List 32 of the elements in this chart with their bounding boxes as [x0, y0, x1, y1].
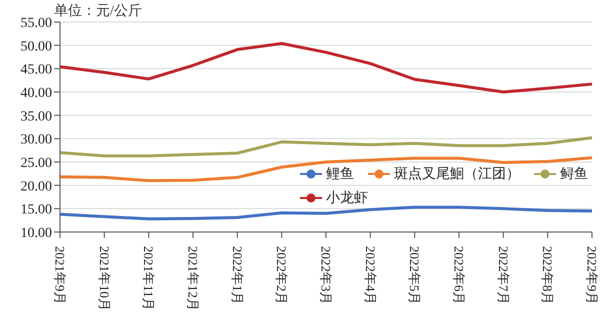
y-tick-label: 30.00 [20, 132, 52, 148]
y-tick-label: 45.00 [20, 62, 52, 78]
legend-label: 鲤鱼 [326, 166, 354, 183]
x-tick-label: 2022年5月 [407, 246, 422, 304]
y-tick-label: 35.00 [20, 109, 52, 124]
y-tick-label: 40.00 [20, 86, 52, 101]
x-tick-label: 2021年9月 [52, 246, 68, 304]
y-tick-label: 50.00 [20, 39, 52, 54]
x-tick-label: 2022年8月 [540, 246, 556, 304]
legend-label: 鲟鱼 [560, 166, 588, 183]
line-series [58, 206, 594, 220]
line-series [58, 136, 594, 158]
x-tick-label: 2021年12月 [185, 246, 200, 311]
x-tick-label: 2022年7月 [496, 246, 511, 304]
legend-label: 小龙虾 [326, 190, 368, 207]
x-tick-label: 2022年4月 [362, 246, 378, 304]
x-tick-label: 2022年6月 [451, 246, 466, 304]
x-tick-label: 2022年3月 [318, 246, 334, 304]
y-axis-title: 单位：元/公斤 [54, 2, 142, 20]
legend-label: 斑点叉尾鮰（江团） [394, 166, 520, 183]
x-tick-label: 2022年1月 [230, 246, 245, 304]
y-tick-label: 25.00 [20, 156, 52, 171]
x-tick-label: 2022年2月 [274, 246, 290, 304]
x-tick-label: 2022年9月 [584, 246, 600, 304]
y-tick-label: 15.00 [20, 202, 52, 218]
x-tick-label: 2021年11月 [141, 246, 156, 311]
line-series [58, 42, 594, 94]
line-series [58, 156, 594, 182]
x-tick-label: 2021年10月 [96, 246, 112, 311]
y-tick-label: 55.00 [20, 16, 52, 31]
y-tick-label: 10.00 [20, 226, 52, 241]
y-tick-label: 20.00 [20, 179, 52, 194]
